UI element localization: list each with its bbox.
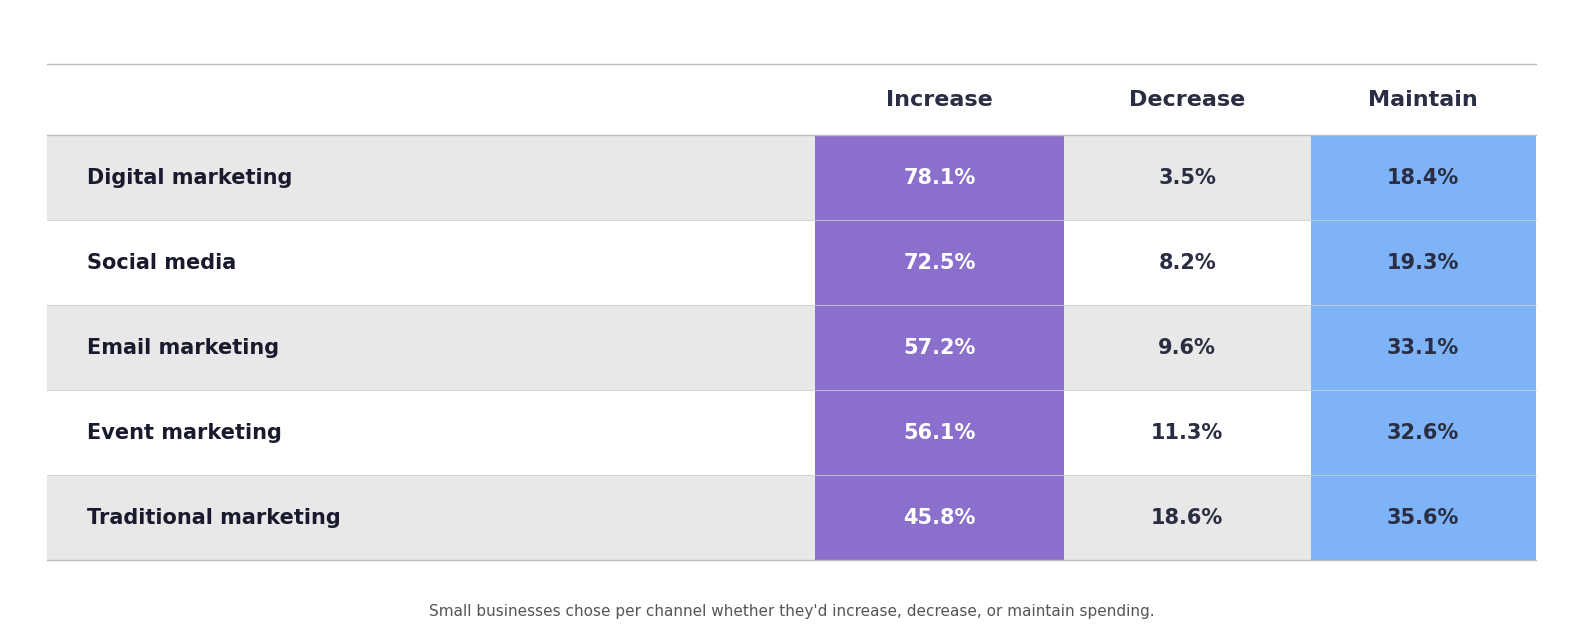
- Text: Social media: Social media: [87, 252, 236, 273]
- Bar: [47, 305, 815, 390]
- Bar: [47, 220, 815, 305]
- Text: 18.6%: 18.6%: [1151, 507, 1224, 528]
- Text: 57.2%: 57.2%: [904, 337, 975, 358]
- Text: Increase: Increase: [886, 90, 993, 110]
- Text: 56.1%: 56.1%: [904, 422, 975, 443]
- Text: 78.1%: 78.1%: [904, 167, 975, 188]
- Text: Email marketing: Email marketing: [87, 337, 279, 358]
- Bar: [47, 390, 815, 475]
- Bar: [1064, 390, 1311, 475]
- Bar: [1311, 305, 1536, 390]
- Bar: [815, 305, 1064, 390]
- Bar: [1311, 475, 1536, 560]
- Text: 72.5%: 72.5%: [904, 252, 975, 273]
- Text: 19.3%: 19.3%: [1387, 252, 1460, 273]
- Bar: [1064, 135, 1311, 220]
- Bar: [1064, 305, 1311, 390]
- Text: Digital marketing: Digital marketing: [87, 167, 293, 188]
- Text: 18.4%: 18.4%: [1387, 167, 1460, 188]
- Bar: [815, 475, 1064, 560]
- Bar: [815, 390, 1064, 475]
- Bar: [815, 135, 1064, 220]
- Text: 45.8%: 45.8%: [904, 507, 975, 528]
- Bar: [815, 220, 1064, 305]
- Text: 32.6%: 32.6%: [1387, 422, 1460, 443]
- Text: 33.1%: 33.1%: [1387, 337, 1460, 358]
- Bar: [1064, 220, 1311, 305]
- Text: 11.3%: 11.3%: [1151, 422, 1224, 443]
- Text: 8.2%: 8.2%: [1159, 252, 1216, 273]
- Bar: [1064, 475, 1311, 560]
- Bar: [1311, 135, 1536, 220]
- Text: Decrease: Decrease: [1129, 90, 1246, 110]
- Bar: [47, 475, 815, 560]
- Text: 35.6%: 35.6%: [1387, 507, 1460, 528]
- Text: 3.5%: 3.5%: [1159, 167, 1216, 188]
- Bar: [1311, 220, 1536, 305]
- Bar: [47, 135, 815, 220]
- Text: Small businesses chose per channel whether they'd increase, decrease, or maintai: Small businesses chose per channel wheth…: [429, 604, 1154, 620]
- Text: Event marketing: Event marketing: [87, 422, 282, 443]
- Text: Traditional marketing: Traditional marketing: [87, 507, 340, 528]
- Text: Maintain: Maintain: [1368, 90, 1479, 110]
- Text: 9.6%: 9.6%: [1159, 337, 1216, 358]
- Bar: [1311, 390, 1536, 475]
